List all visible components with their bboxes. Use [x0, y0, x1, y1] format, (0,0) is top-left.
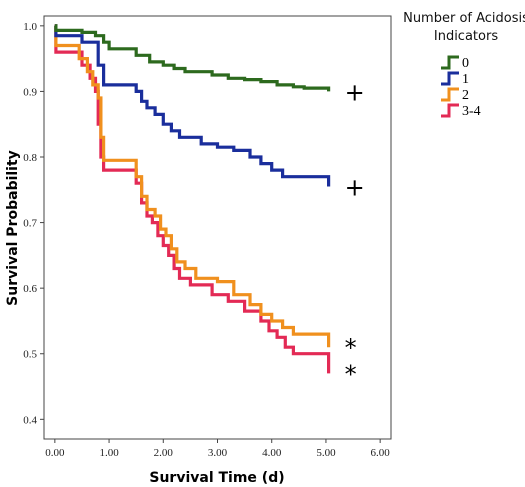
x-tick-label: 6.00 — [371, 447, 391, 459]
censor-marker-3-4: * — [345, 360, 357, 388]
x-tick-label: 1.00 — [99, 447, 119, 459]
legend-label-3-4: 3-4 — [462, 104, 481, 119]
y-tick-label: 1.0 — [23, 21, 37, 33]
y-axis-title: Survival Probability — [5, 150, 21, 306]
legend-title-line-1: Number of Acidosis — [403, 11, 525, 26]
legend-label-0: 0 — [462, 56, 469, 71]
survival-curve-1 — [54, 24, 331, 187]
censor-marker-1: + — [345, 174, 365, 202]
y-tick-label: 0.6 — [23, 283, 37, 295]
legend-swatch-2 — [441, 87, 459, 102]
plot-area — [43, 15, 392, 440]
y-tick-label: 0.9 — [23, 86, 37, 98]
censor-marker-0: + — [345, 78, 365, 106]
y-axis: 0.4 0.5 0.6 0.7 0.8 0.9 1.0 — [23, 21, 44, 426]
y-tick-label: 0.7 — [23, 218, 37, 230]
x-tick-label: 2.00 — [154, 447, 174, 459]
y-tick-label: 0.8 — [23, 152, 37, 164]
survival-curve-2 — [54, 24, 331, 348]
x-tick-label: 3.00 — [208, 447, 228, 459]
censor-marker-2: * — [345, 334, 357, 362]
survival-curves — [54, 24, 331, 374]
legend-label-2: 2 — [462, 88, 469, 103]
legend-swatch-3-4 — [441, 103, 459, 118]
legend-label-1: 1 — [462, 72, 469, 87]
x-axis-title: Survival Time (d) — [149, 470, 284, 486]
legend-swatch-1 — [441, 71, 459, 86]
curve-end-markers: + + ** — [345, 78, 365, 388]
y-tick-label: 0.4 — [23, 414, 37, 426]
x-tick-label: 4.00 — [262, 447, 282, 459]
legend-swatch-0 — [441, 55, 459, 70]
x-tick-label: 5.00 — [316, 447, 336, 459]
survival-curve-0 — [54, 24, 331, 92]
legend-title-line-2: Indicators — [434, 29, 498, 44]
x-tick-label: 0.00 — [45, 447, 65, 459]
x-axis: 0.00 1.00 2.00 3.00 4.00 5.00 6.00 — [45, 439, 390, 459]
y-tick-label: 0.5 — [23, 349, 37, 361]
